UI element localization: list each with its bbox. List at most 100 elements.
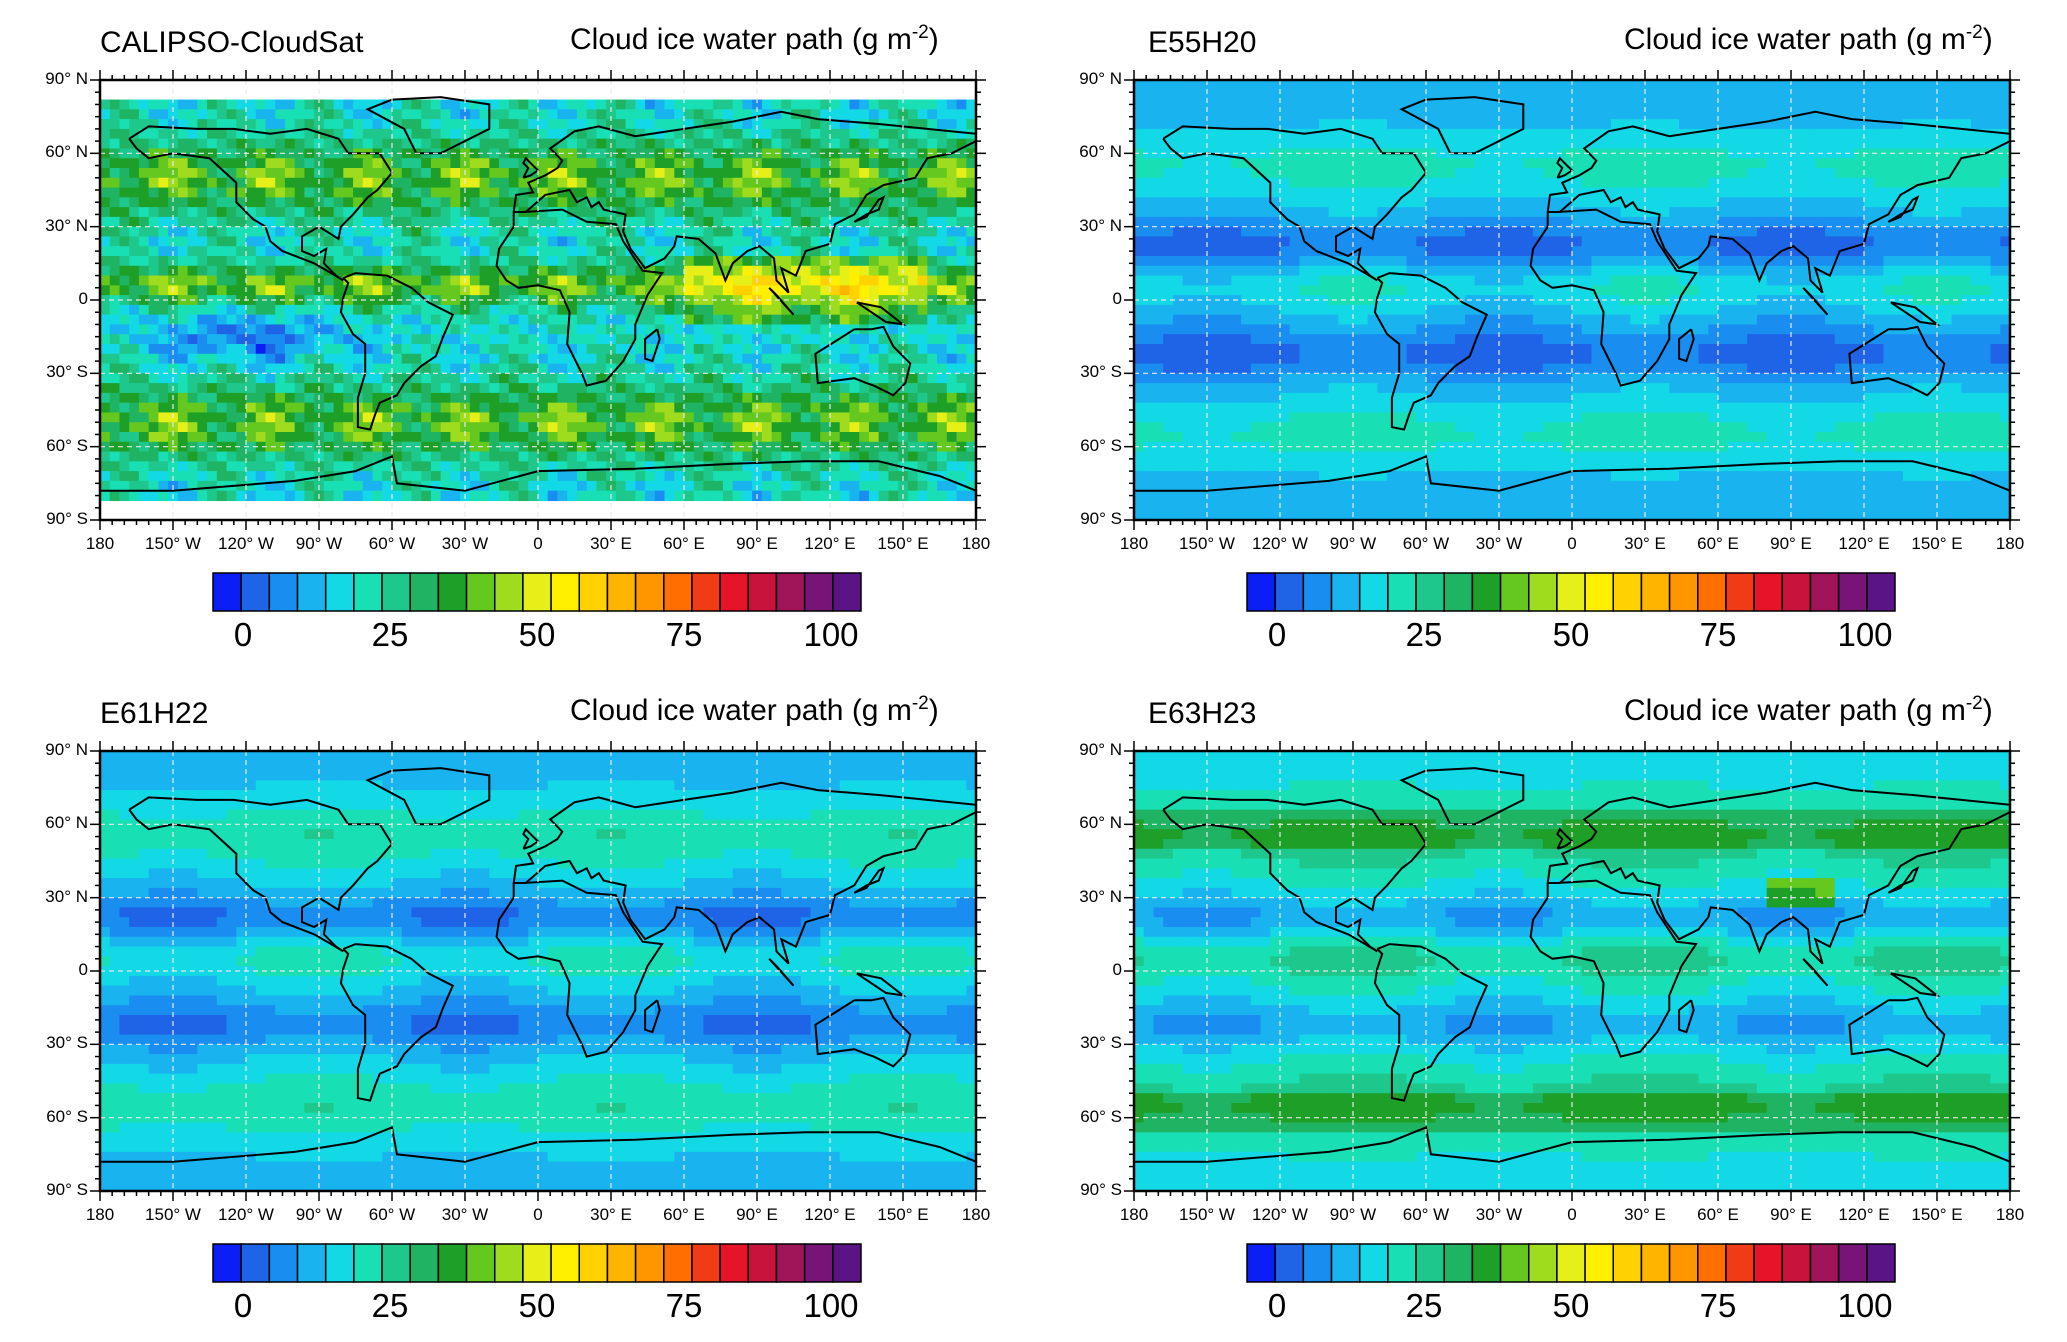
field-cell [372, 128, 383, 140]
field-cell [547, 197, 559, 208]
field-cell [1669, 128, 1680, 140]
field-cell [878, 480, 889, 492]
field-cell [187, 226, 198, 238]
field-cell [635, 392, 646, 404]
field-cell [148, 128, 159, 140]
field-cell [323, 363, 335, 374]
field-cell [664, 422, 675, 433]
field-cell [168, 314, 179, 326]
field-cell [1562, 177, 1573, 189]
field-cell [761, 383, 773, 394]
field-cell [791, 383, 802, 394]
field-cell [849, 265, 860, 277]
field-cell [898, 432, 909, 443]
field-cell [966, 236, 977, 247]
field-cell [207, 197, 218, 208]
field-cell [946, 461, 958, 472]
field-cell [888, 422, 899, 433]
field-cell [304, 99, 315, 110]
field-cell [1980, 168, 1992, 179]
field-cell [771, 490, 782, 502]
field-cell [956, 236, 967, 247]
field-cell [343, 236, 354, 247]
field-cell [1893, 128, 1904, 140]
field-cell [138, 344, 150, 355]
field-cell [791, 207, 802, 218]
field-cell [820, 480, 831, 492]
field-cell [820, 119, 831, 130]
field-cell [1513, 80, 1524, 91]
field-cell [323, 119, 335, 130]
field-cell [499, 158, 510, 169]
field-cell [538, 432, 549, 443]
field-cell [1864, 80, 1875, 91]
field-cell [508, 480, 520, 492]
field-cell [654, 363, 666, 374]
field-cell [839, 324, 851, 335]
field-cell [1688, 128, 1700, 140]
field-cell [304, 471, 315, 482]
field-cell [1455, 109, 1466, 120]
field-cell [713, 471, 724, 482]
field-cell [596, 256, 607, 267]
field-cell [469, 344, 481, 355]
field-cell [411, 177, 422, 189]
field-cell [216, 451, 228, 462]
field-cell [1221, 109, 1232, 120]
field-cell [499, 226, 510, 238]
field-cell [119, 402, 130, 414]
field-cell [810, 119, 821, 130]
field-cell [596, 392, 607, 404]
field-cell [820, 275, 831, 286]
field-cell [1299, 138, 1310, 150]
field-cell [966, 344, 977, 355]
field-cell [1747, 109, 1758, 120]
gridlines [100, 80, 976, 520]
field-cell [1241, 109, 1252, 120]
field-cell [625, 392, 636, 404]
field-cell [615, 119, 627, 130]
field-cell [1640, 109, 1651, 120]
field-cell [684, 226, 695, 238]
field-cell [596, 275, 607, 286]
field-cell [401, 236, 413, 247]
field-cell [411, 216, 422, 228]
field-cell [615, 285, 627, 296]
field-cell [732, 138, 743, 150]
field-cell [382, 344, 393, 355]
field-cell [645, 168, 656, 179]
field-cell [722, 265, 734, 277]
field-cell [1192, 89, 1203, 101]
field-cell [129, 412, 140, 423]
field-cell [294, 451, 305, 462]
field-cell [654, 353, 666, 365]
field-cell [1844, 80, 1855, 91]
field-cell [1620, 99, 1631, 110]
field-cell [615, 490, 627, 502]
field-cell [323, 138, 335, 150]
field-cell [246, 451, 257, 462]
field-cell [246, 412, 257, 423]
field-cell [216, 304, 228, 316]
field-cell [236, 490, 247, 502]
field-cell [664, 285, 675, 296]
field-cell [489, 265, 500, 277]
field-cell [353, 432, 364, 443]
field-cell [1542, 119, 1554, 130]
field-cell [625, 334, 636, 345]
field-cell [917, 344, 928, 355]
field-cell [888, 383, 899, 394]
field-cell [129, 216, 140, 228]
field-cell [576, 353, 588, 365]
field-cell [937, 256, 948, 267]
field-cell [177, 236, 189, 247]
field-cell [937, 168, 948, 179]
field-cell [752, 207, 763, 218]
field-cell [1825, 168, 1836, 179]
field-cell [868, 246, 880, 257]
field-cell [937, 216, 948, 228]
field-cell [654, 432, 666, 443]
field-cell [907, 265, 919, 277]
field-cell [898, 344, 909, 355]
field-cell [1134, 138, 1145, 150]
